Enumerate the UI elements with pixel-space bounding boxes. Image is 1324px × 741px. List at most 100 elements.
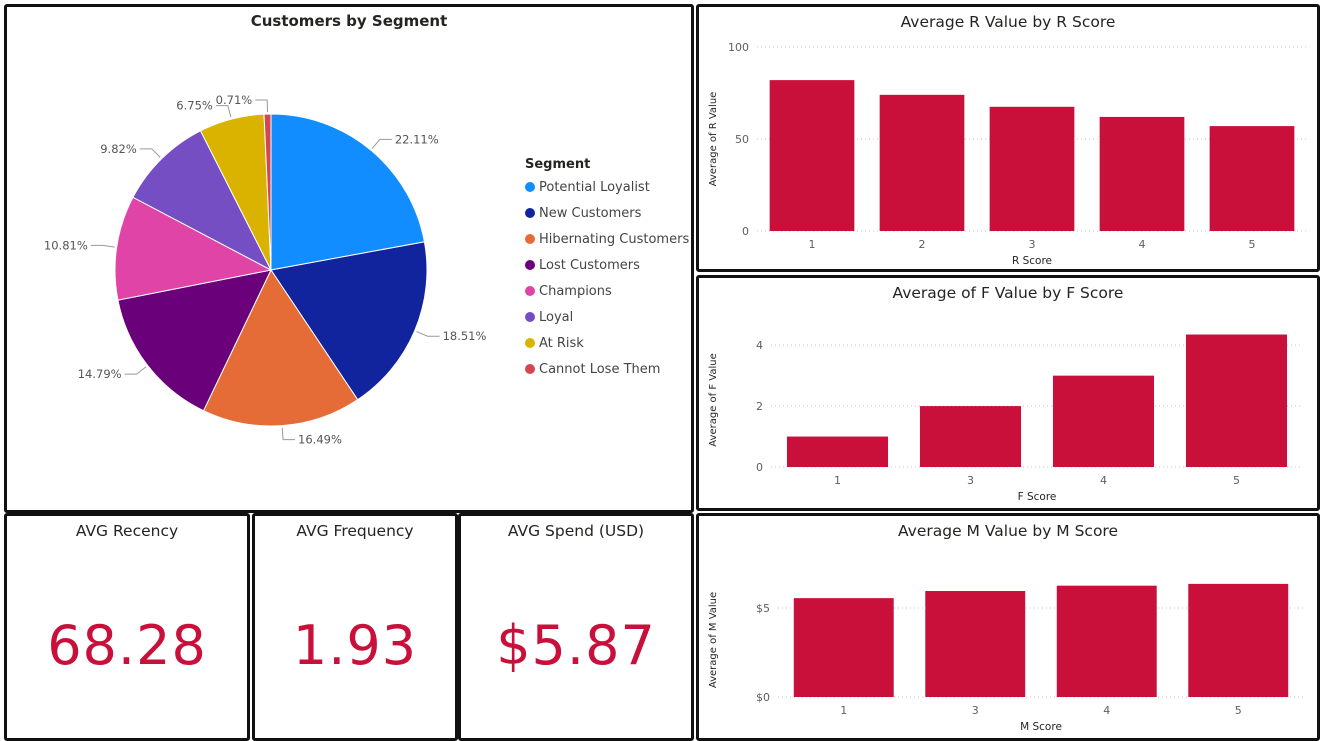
legend-label-loyal: Loyal [539,309,574,325]
pie-slice-lost-customers[interactable] [117,269,272,412]
kpi-label-frequency: AVG Frequency [296,522,414,540]
kpi-card-recency[interactable]: AVG Recency 68.28 [4,513,250,741]
legend-item-at-risk[interactable]: At Risk [525,330,689,356]
legend-item-loyal[interactable]: Loyal [525,304,689,330]
pie-chart[interactable]: 22.11% 18.51% 16.49% 14.79% 10.81% 9.82% 6.75%… [7,7,691,510]
f-chart-panel[interactable]: Average of F Value by F Score 0 2 4 1 3 4 5 F S… [696,275,1320,511]
pie-label-hibernating-customers: 16.49% [298,433,342,447]
f-chart-bar-1[interactable] [786,436,889,467]
r-chart-ytick-label: 0 [742,225,749,238]
pie-slice-potential-loyalist[interactable] [270,113,426,271]
pie-leader-at-risk [215,105,232,118]
f-chart-title: Average of F Value by F Score [892,284,1124,302]
r-chart-panel[interactable]: Average R Value by R Score 0 50 100 1 2 3 4 5 R … [696,4,1320,272]
m-chart-xtick-label: 4 [1103,704,1110,717]
r-chart-y-axis-title: Average of R Value [708,92,719,187]
legend-dot-potential-loyalist [525,182,535,192]
r-chart-bar-5[interactable] [1209,126,1295,231]
r-chart-xtick-label: 4 [1139,238,1146,251]
f-chart-bar-4[interactable] [1052,375,1155,467]
f-chart-ytick-label: 0 [756,461,763,474]
m-chart-y-axis-title: Average of M Value [708,592,719,688]
r-chart-bar-3[interactable] [989,106,1075,231]
m-chart-panel[interactable]: Average M Value by M Score $0 $5 1 3 4 5 M Sco… [696,513,1320,741]
pie-label-at-risk: 6.75% [176,99,213,113]
f-chart-ytick-label: 4 [756,339,763,352]
pie-leader-lost-customers [124,366,147,375]
pie-slice-loyal[interactable] [132,130,273,272]
m-chart-xtick-label: 1 [840,704,847,717]
r-chart-xtick-label: 5 [1249,238,1256,251]
legend-item-new-customers[interactable]: New Customers [525,200,689,226]
kpi-label-spend: AVG Spend (USD) [507,522,645,540]
m-chart-x-axis-title: M Score [1020,721,1062,733]
pie-title: Customers by Segment [250,12,448,30]
f-chart-xtick-label: 3 [967,474,974,487]
pie-label-new-customers: 18.51% [443,329,487,343]
legend-dot-new-customers [525,208,535,218]
kpi-value-recency: 68.28 [47,614,207,677]
pie-slice-champions[interactable] [114,196,273,301]
r-chart-xtick-label: 2 [919,238,926,251]
kpi-label-recency: AVG Recency [75,522,179,540]
r-chart-bar-4[interactable] [1099,116,1185,231]
f-chart-bar-5[interactable] [1185,334,1288,467]
legend-item-cannot-lose-them[interactable]: Cannot Lose Them [525,356,689,382]
f-chart-xtick-label: 4 [1100,474,1107,487]
kpi-card-frequency[interactable]: AVG Frequency 1.93 [252,513,458,741]
f-bar-chart[interactable]: 0 2 4 1 3 4 5 F Score Average of F Value [699,278,1317,508]
pie-slice-hibernating-customers[interactable] [202,268,359,427]
m-chart-bar-1[interactable] [793,598,894,697]
f-chart-xtick-label: 5 [1233,474,1240,487]
pie-label-loyal: 9.82% [100,142,137,156]
m-chart-bar-3[interactable] [925,591,1026,697]
m-chart-ytick-label: $5 [756,602,770,615]
f-chart-xtick-label: 1 [834,474,841,487]
legend-dot-champions [525,286,535,296]
f-chart-bar-3[interactable] [919,406,1022,467]
legend-label-potential-loyalist: Potential Loyalist [539,179,650,195]
pie-leader-hibernating-customers [281,427,296,441]
f-chart-ytick-label: 2 [756,400,763,413]
legend-label-lost-customers: Lost Customers [539,257,640,273]
r-chart-bar-1[interactable] [769,80,855,232]
pie-panel[interactable]: Customers by Segment 22.11% 18.51% 16.49% 1… [4,4,694,513]
legend-item-hibernating-customers[interactable]: Hibernating Customers [525,226,689,252]
legend-dot-loyal [525,312,535,322]
pie-label-champions: 10.81% [44,238,88,252]
pie-legend[interactable]: Segment Potential Loyalist New Customers H… [525,157,689,382]
f-chart-y-axis-title: Average of F Value [708,353,719,446]
legend-dot-lost-customers [525,260,535,270]
kpi-value-spend: $5.87 [496,614,656,677]
legend-dot-at-risk [525,338,535,348]
pie-leader-champions [90,244,115,248]
pie-slice-cannot-lose-them[interactable] [263,113,272,271]
r-chart-xtick-label: 1 [809,238,816,251]
r-chart-bar-2[interactable] [879,94,965,231]
legend-item-champions[interactable]: Champions [525,278,689,304]
kpi-value-frequency: 1.93 [292,614,418,677]
legend-dot-hibernating-customers [525,234,535,244]
f-chart-x-axis-title: F Score [1018,491,1057,503]
m-chart-bar-4[interactable] [1056,585,1157,697]
pie-label-cannot-lose-them: 0.71% [216,93,253,107]
m-bar-chart[interactable]: $0 $5 1 3 4 5 M Score Average of M Value [699,516,1317,738]
pie-leader-new-customers [416,331,440,337]
m-chart-bar-5[interactable] [1188,583,1289,697]
legend-title: Segment [525,157,591,172]
pie-leader-cannot-lose-them [255,99,268,113]
m-chart-xtick-label: 5 [1235,704,1242,717]
m-chart-title: Average M Value by M Score [897,522,1119,540]
kpi-card-spend[interactable]: AVG Spend (USD) $5.87 [458,513,694,741]
pie-leader-loyal [139,148,161,158]
pie-label-potential-loyalist: 22.11% [395,132,439,146]
r-bar-chart[interactable]: 0 50 100 1 2 3 4 5 R Score Average of R Value [699,7,1317,269]
r-chart-title: Average R Value by R Score [900,13,1116,31]
legend-label-cannot-lose-them: Cannot Lose Them [539,361,661,377]
legend-item-lost-customers[interactable]: Lost Customers [525,252,689,278]
legend-dot-cannot-lose-them [525,364,535,374]
pie-leader-potential-loyalist [371,138,392,149]
pie-slice-new-customers[interactable] [270,241,428,401]
legend-item-potential-loyalist[interactable]: Potential Loyalist [525,174,689,200]
m-chart-ytick-label: $0 [756,691,770,704]
